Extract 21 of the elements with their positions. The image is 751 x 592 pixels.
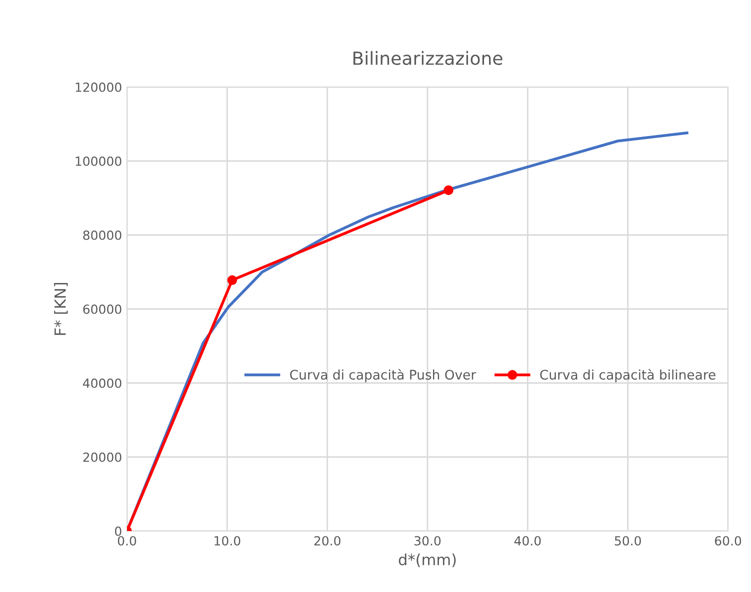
x-tick-label: 10.0 xyxy=(214,536,240,546)
y-tick-label: 60000 xyxy=(83,304,122,314)
x-tick-label: 50.0 xyxy=(614,536,641,546)
y-tick-label: 0 xyxy=(115,526,122,536)
x-tick-label: 40.0 xyxy=(514,536,541,546)
y-tick-label: 80000 xyxy=(83,230,122,240)
y-tick-label: 20000 xyxy=(83,452,122,462)
y-tick-label: 40000 xyxy=(82,378,122,388)
x-tick-label: 0.0 xyxy=(118,536,136,546)
x-axis-title: d*(mm) xyxy=(398,554,456,568)
point xyxy=(444,185,454,196)
y-tick-label: 120000 xyxy=(76,82,122,92)
x-tick-label: 20.0 xyxy=(314,536,340,546)
x-tick-label: 30.0 xyxy=(414,536,441,546)
legend-label: Curva di capacità Push Over xyxy=(290,368,476,382)
legend-label: Curva di capacità bilineare xyxy=(540,368,716,382)
point xyxy=(227,275,238,285)
chart-title: Bilinearizzazione xyxy=(353,51,502,66)
y-tick-label: 100000 xyxy=(76,156,122,166)
y-axis-title: F* [KN] xyxy=(54,282,68,335)
x-tick-label: 60.0 xyxy=(714,536,742,546)
